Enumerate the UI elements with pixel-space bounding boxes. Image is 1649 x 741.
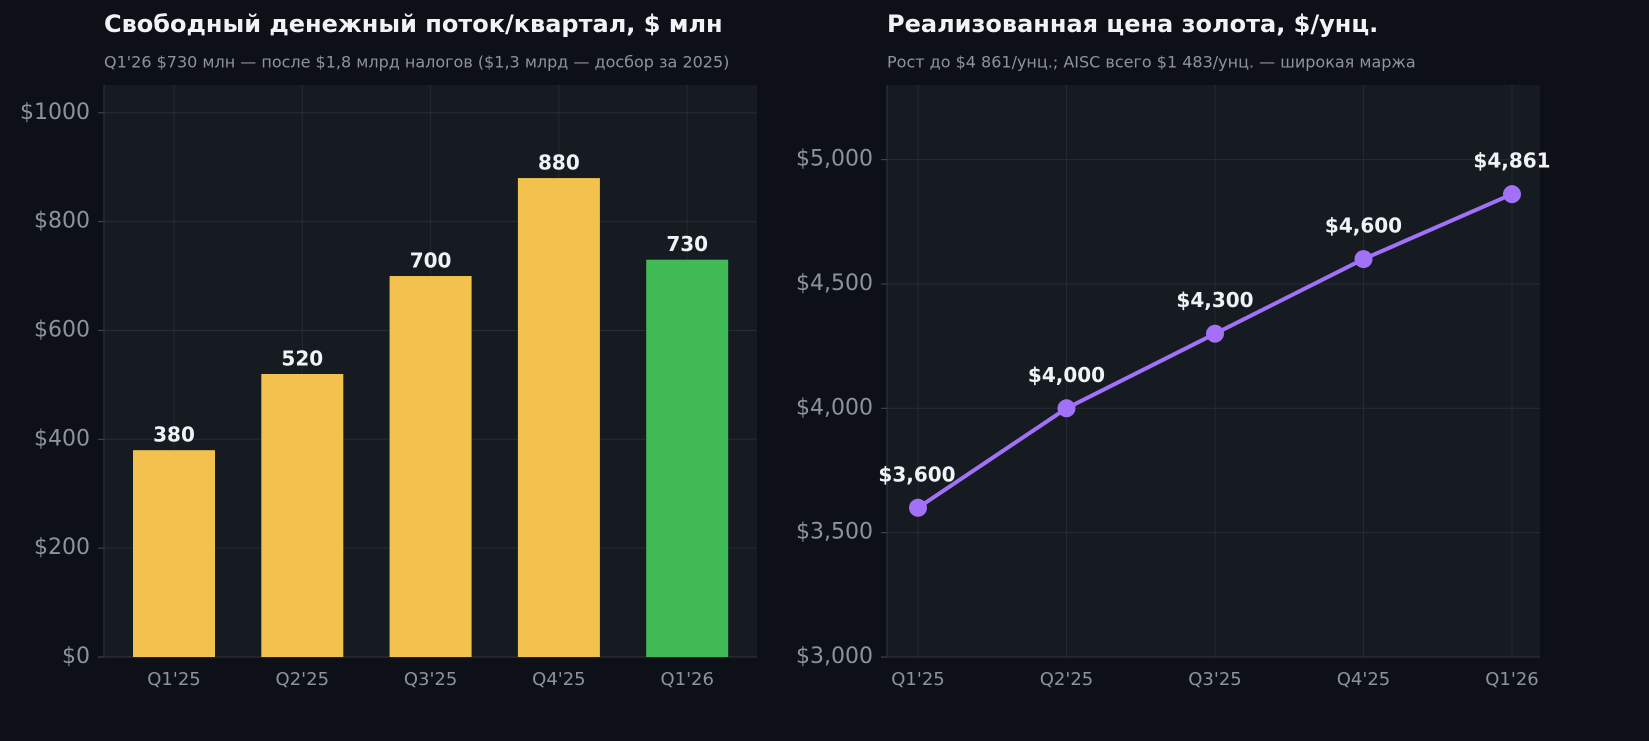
point [1057,399,1076,418]
data-label: $4,600 [1325,214,1402,238]
y-tick-label: $600 [34,317,90,342]
y-tick-label: $0 [62,644,90,669]
y-tick-label: $800 [34,209,90,234]
y-tick-label: $4,000 [796,395,873,420]
x-tick-label: Q1'25 [891,669,944,690]
x-tick-label: Q3'25 [404,669,457,690]
chart-title: Свободный денежный поток/квартал, $ млн [104,10,723,38]
bar [517,178,600,657]
bar [261,373,344,657]
data-label: 700 [410,249,452,273]
y-tick-label: $4,500 [796,271,873,296]
y-tick-label: $400 [34,426,90,451]
x-tick-label: Q2'25 [276,669,329,690]
point [1206,324,1224,343]
data-label: $4,300 [1176,288,1253,312]
bar [389,276,472,657]
chart-subtitle: Рост до $4 861/унц.; AISC всего $1 483/у… [887,53,1416,72]
chart-subtitle: Q1'26 $730 млн — после $1,8 млрд налогов… [104,53,729,72]
data-label: $4,000 [1028,363,1105,387]
y-tick-label: $3,000 [796,644,873,669]
data-label: $4,861 [1473,149,1550,173]
y-tick-label: $3,500 [796,520,873,545]
data-label: 880 [538,151,580,175]
point [1503,185,1521,204]
y-tick-label: $1000 [20,100,90,125]
x-tick-label: Q1'26 [660,669,713,690]
y-tick-label: $5,000 [796,147,873,172]
x-tick-label: Q1'25 [147,669,200,690]
data-label: 380 [153,423,195,447]
y-tick-label: $200 [34,535,90,560]
x-tick-label: Q1'26 [1485,669,1538,690]
x-tick-label: Q4'25 [1337,669,1390,690]
bar [133,450,215,657]
point [1354,250,1373,269]
x-tick-label: Q3'25 [1188,669,1241,690]
x-tick-label: Q4'25 [532,669,585,690]
bar [646,259,729,657]
chart-title: Реализованная цена золота, $/унц. [887,10,1378,38]
data-label: $3,600 [878,462,955,486]
point [909,498,927,517]
plot-area [887,85,1540,657]
x-tick-label: Q2'25 [1040,669,1093,690]
data-label: 520 [281,346,323,370]
data-label: 730 [666,232,708,256]
